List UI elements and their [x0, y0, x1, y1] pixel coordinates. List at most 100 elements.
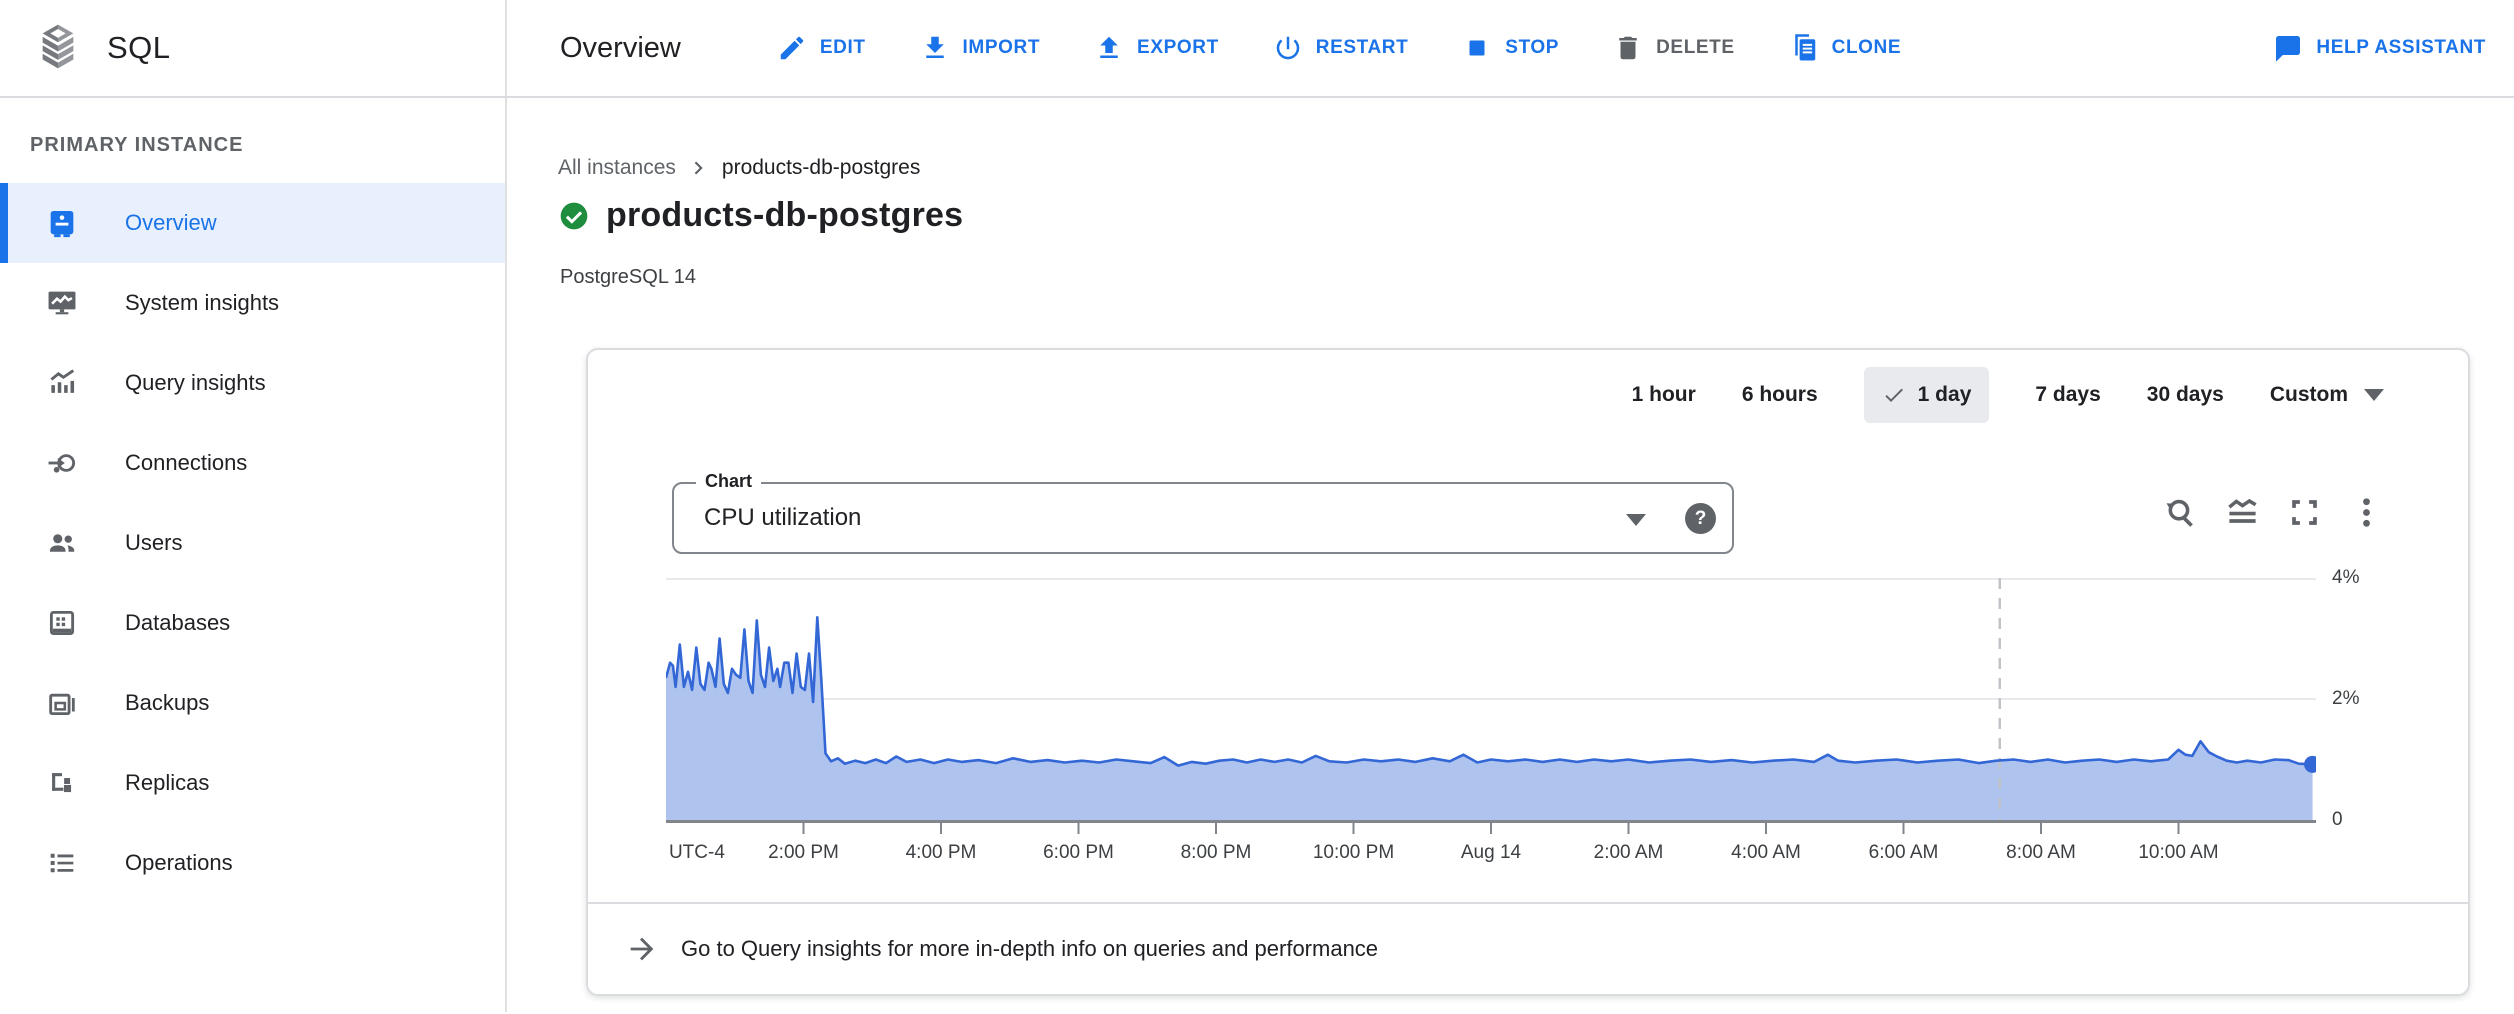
sidebar-item-system-insights[interactable]: System insights	[0, 263, 505, 343]
export-button[interactable]: EXPORT	[1094, 33, 1219, 63]
x-axis-label: 10:00 AM	[2138, 842, 2219, 863]
monitoring-card: 1 hour 6 hours 1 day 7 days 30 days Cust…	[586, 348, 2470, 996]
x-axis-label: 8:00 AM	[2006, 842, 2076, 863]
breadcrumb: All instances products-db-postgres	[558, 155, 920, 181]
delete-icon	[1619, 36, 1637, 60]
latest-value-dot	[2304, 755, 2316, 773]
query-insights-link-text: Go to Query insights for more in-depth i…	[681, 936, 1379, 961]
restart-button[interactable]: RESTART	[1273, 33, 1409, 63]
sidebar-item-overview[interactable]: Overview	[0, 183, 505, 263]
import-button[interactable]: IMPORT	[920, 33, 1041, 63]
cpu-line-series	[666, 615, 2313, 767]
restart-icon	[1276, 36, 1300, 60]
reset-zoom-icon	[2165, 499, 2193, 527]
replicas-icon	[45, 766, 79, 800]
product-logo-area: SQL	[0, 0, 507, 96]
time-range-7-days[interactable]: 7 days	[2035, 383, 2101, 406]
page-title: Overview	[560, 31, 681, 64]
breadcrumb-current: products-db-postgres	[721, 156, 921, 179]
instance-name: products-db-postgres	[606, 196, 964, 234]
y-axis-labels: 4% 2% 0	[2332, 567, 2462, 830]
x-axis-label: 4:00 AM	[1731, 842, 1801, 863]
sidebar-item-connections[interactable]: Connections	[0, 423, 505, 503]
clone-icon	[1794, 34, 1815, 61]
connections-icon	[45, 446, 79, 480]
help-assistant-button[interactable]: HELP ASSISTANT	[2273, 33, 2486, 63]
y-axis-label: 2%	[2332, 688, 2360, 709]
operations-icon	[45, 846, 79, 880]
query-insights-icon	[45, 366, 79, 400]
overview-icon	[45, 206, 79, 240]
time-range-1-hour[interactable]: 1 hour	[1631, 383, 1696, 406]
edit-icon	[780, 36, 804, 60]
sidebar-item-replicas[interactable]: Replicas	[0, 743, 505, 823]
time-range-1-day[interactable]: 1 day	[1863, 367, 1990, 423]
import-icon	[925, 36, 944, 58]
instance-actions: EDIT IMPORT EXPORT RESTART STOP DELETE	[777, 33, 1901, 63]
time-range-custom[interactable]: Custom	[2270, 367, 2384, 423]
instance-title-row: products-db-postgres	[558, 196, 963, 235]
help-icon[interactable]: ?	[1685, 503, 1716, 534]
system-insights-icon	[45, 286, 79, 320]
chart-metric-select[interactable]: Chart CPU utilization ?	[672, 471, 1734, 554]
backups-icon	[45, 686, 79, 720]
stop-button[interactable]: STOP	[1462, 33, 1559, 63]
main-content: All instances products-db-postgres produ…	[507, 98, 2514, 1012]
x-axis-labels: UTC-4 2:00 PM 4:00 PM 6:00 PM 8:00 PM 10:00 P…	[666, 842, 2316, 872]
more-options-button[interactable]	[2346, 492, 2386, 532]
x-axis-label: 6:00 PM	[1043, 842, 1114, 863]
breadcrumb-all-instances[interactable]: All instances	[558, 156, 676, 179]
x-axis-label: 2:00 PM	[768, 842, 839, 863]
fullscreen-icon	[2291, 499, 2317, 525]
action-bar: Overview EDIT IMPORT EXPORT RESTART STOP	[507, 0, 2514, 96]
delete-button[interactable]: DELETE	[1613, 33, 1735, 63]
more-vert-icon	[2362, 497, 2370, 527]
instance-engine: PostgreSQL 14	[560, 266, 697, 288]
cpu-area-fill	[666, 617, 2313, 820]
product-name: SQL	[107, 30, 171, 65]
x-axis-label: 6:00 AM	[1868, 842, 1939, 863]
cpu-utilization-chart[interactable]	[666, 578, 2316, 836]
query-insights-link[interactable]: Go to Query insights for more in-depth i…	[588, 902, 2468, 994]
export-icon	[1100, 36, 1118, 58]
chart-select-label: Chart	[696, 471, 762, 492]
check-icon	[1882, 383, 1906, 407]
x-axis-label: UTC-4	[668, 842, 725, 863]
databases-icon	[45, 606, 79, 640]
sidebar-item-databases[interactable]: Databases	[0, 583, 505, 663]
time-range-selector: 1 hour 6 hours 1 day 7 days 30 days Cust…	[1632, 366, 2384, 424]
chart-select-value: CPU utilization	[704, 504, 862, 531]
sidebar-item-query-insights[interactable]: Query insights	[0, 343, 505, 423]
x-axis-label: Aug 14	[1460, 842, 1522, 863]
status-running-icon	[558, 200, 590, 232]
help-assistant-icon	[2276, 36, 2301, 62]
area-chart-mode-button[interactable]	[2222, 492, 2262, 532]
arrow-forward-icon	[625, 932, 659, 966]
reset-zoom-button[interactable]	[2160, 492, 2200, 532]
x-axis-label: 4:00 PM	[905, 842, 977, 863]
top-app-bar: SQL Overview EDIT IMPORT EXPORT RESTART	[0, 0, 2514, 98]
cloud-sql-logo-icon	[42, 24, 74, 69]
clone-button[interactable]: CLONE	[1789, 33, 1902, 63]
time-range-30-days[interactable]: 30 days	[2146, 383, 2224, 406]
area-chart-icon	[2227, 498, 2257, 523]
stop-icon	[1469, 40, 1485, 56]
dropdown-caret-icon	[1626, 514, 1646, 526]
chevron-right-icon	[686, 155, 712, 181]
fullscreen-button[interactable]	[2284, 492, 2324, 532]
sidebar-section-label: PRIMARY INSTANCE	[30, 134, 244, 156]
edit-button[interactable]: EDIT	[777, 33, 866, 63]
time-range-6-hours[interactable]: 6 hours	[1741, 383, 1818, 406]
x-axis-label: 8:00 PM	[1180, 842, 1252, 863]
sidebar-item-operations[interactable]: Operations	[0, 823, 505, 903]
y-axis-label: 0	[2332, 809, 2343, 830]
dropdown-caret-icon	[2364, 389, 2384, 401]
x-axis-label: 10:00 PM	[1312, 842, 1395, 863]
sidebar-item-users[interactable]: Users	[0, 503, 505, 583]
y-axis-label: 4%	[2332, 567, 2360, 588]
users-icon	[45, 526, 79, 560]
chart-toolbar	[2160, 492, 2386, 532]
sidebar-item-backups[interactable]: Backups	[0, 663, 505, 743]
x-axis-label: 2:00 AM	[1593, 842, 1664, 863]
sidebar: PRIMARY INSTANCE Overview System insight…	[0, 98, 507, 1012]
